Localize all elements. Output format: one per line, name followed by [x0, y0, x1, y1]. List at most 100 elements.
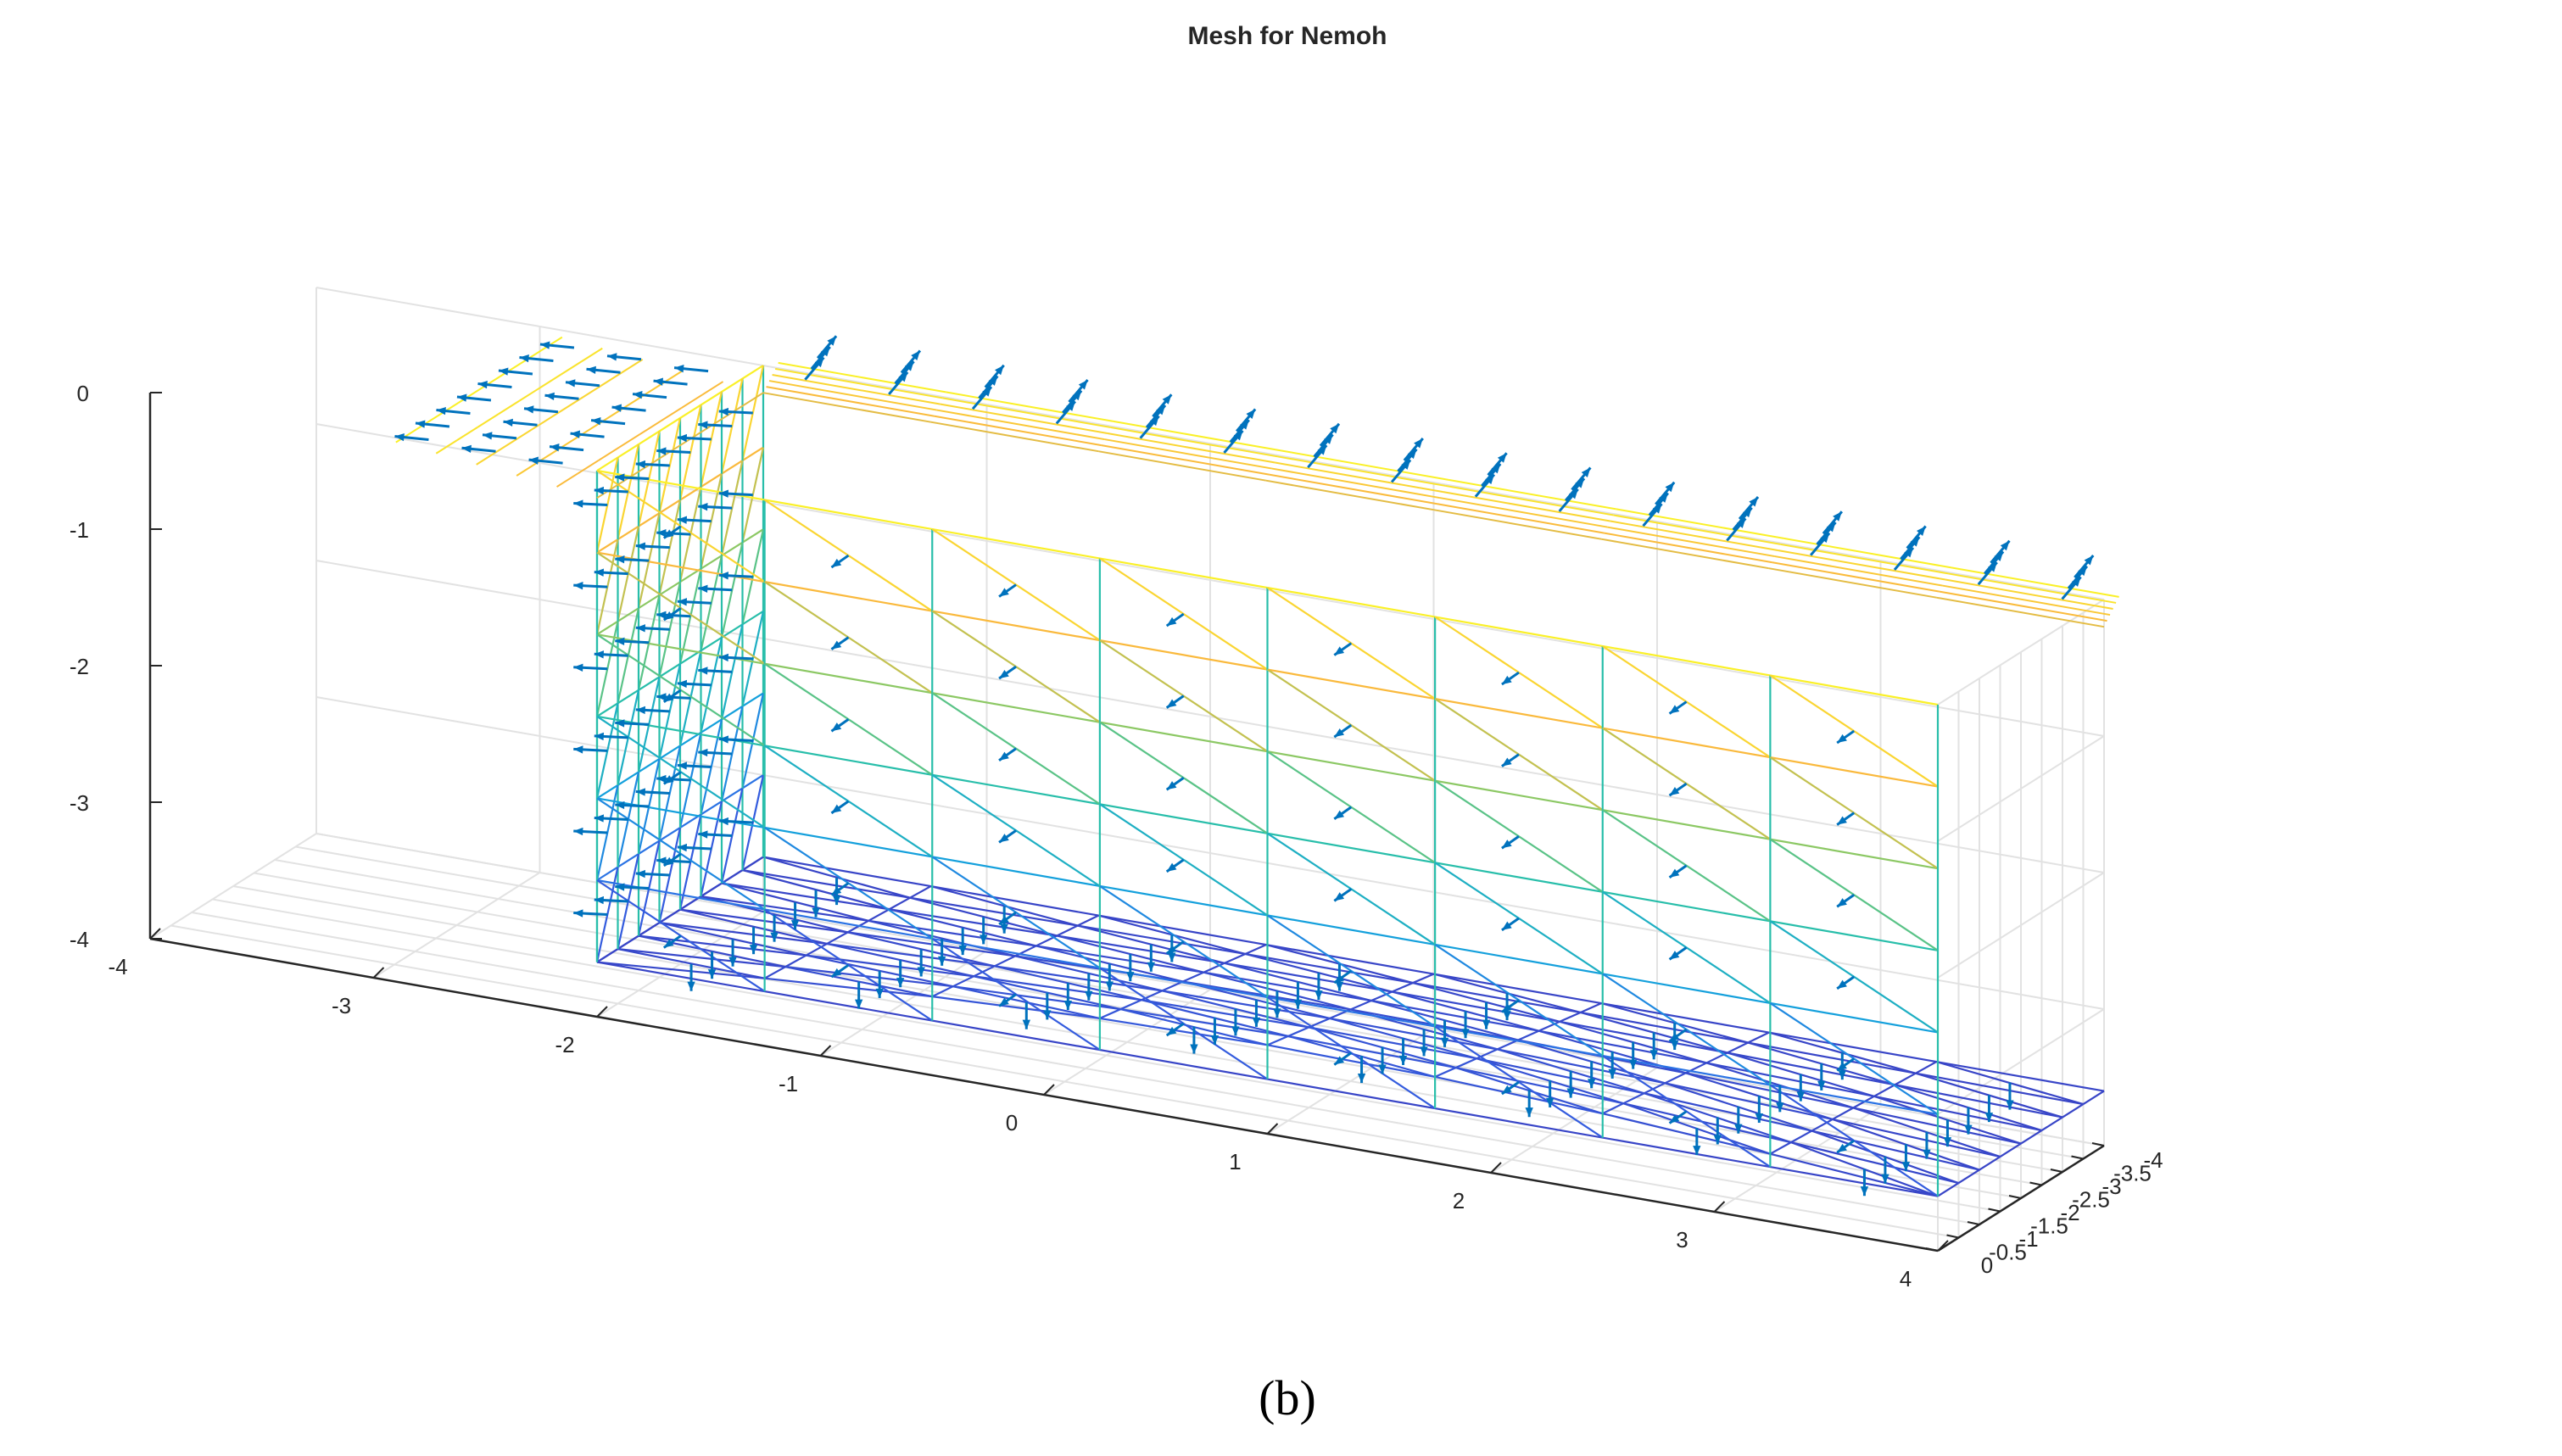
- bottom-panel-edge: [1979, 1156, 2001, 1171]
- bottom-panel-edge: [806, 943, 828, 957]
- lip-normal-head: [1072, 390, 1082, 401]
- bottom-panel-edge: [659, 922, 828, 946]
- lip-normal-head: [1916, 526, 1926, 536]
- lip-edge: [1945, 578, 2113, 610]
- wall-normal-head: [594, 650, 605, 659]
- bottom-panel-edge: [1287, 1026, 1309, 1037]
- bottom-panel-edge: [1580, 1011, 1749, 1044]
- lip-normal-head: [1491, 463, 1501, 474]
- wall-normal-head: [1166, 945, 1177, 954]
- lip-edge: [1774, 555, 1943, 587]
- lip-edge: [416, 415, 438, 430]
- lip-normal-head: [1485, 474, 1494, 485]
- bottom-normal-head: [1588, 1079, 1596, 1089]
- grid-line: [1937, 735, 2105, 842]
- bottom-normal-head: [1000, 923, 1008, 934]
- lip-edge: [518, 387, 541, 402]
- wall-normal-head: [999, 997, 1009, 1007]
- lip-normal-head: [544, 392, 555, 401]
- bottom-normal-head: [1817, 1080, 1826, 1091]
- lip-normal-head: [995, 365, 1004, 376]
- wall-normal-head: [663, 939, 674, 948]
- bottom-panel-edge: [1727, 1041, 1749, 1054]
- bottom-panel-edge: [2062, 1103, 2085, 1118]
- lip-normal-head: [2071, 577, 2081, 587]
- lip-edge: [539, 373, 561, 389]
- lip-normal-head: [1994, 551, 2004, 561]
- bottom-panel-diagonal: [659, 922, 807, 957]
- lip-edge: [1113, 420, 1281, 452]
- wall-normal-head: [1166, 1026, 1177, 1036]
- wall-normal-head: [1837, 816, 1847, 825]
- lip-edge: [1101, 444, 1270, 476]
- wall-normal-head: [1669, 786, 1680, 796]
- x-tick-mark: [1266, 1123, 1279, 1135]
- x-tick-mark: [819, 1045, 832, 1057]
- bottom-panel-edge: [1077, 914, 1099, 927]
- normal-vectors: [394, 335, 2095, 1197]
- wall-normal-head: [594, 895, 605, 905]
- bottom-panel-edge: [1936, 1061, 2105, 1092]
- tick-labels: -4-3-2-101234-4-3.5-3-2.5-2-1.5-1-0.500-…: [70, 381, 2163, 1291]
- wall-normal-head: [677, 843, 688, 852]
- wall-normal-head: [1501, 840, 1512, 849]
- lip-edge: [942, 397, 1111, 428]
- lip-normal-head: [483, 432, 493, 440]
- y-tick-mark: [1925, 1247, 1939, 1252]
- bottom-panel-edge: [1245, 952, 1414, 985]
- lip-normal-head: [1246, 409, 1256, 419]
- lip-edge: [1275, 461, 1443, 493]
- bottom-normal-head: [749, 945, 758, 955]
- bottom-panel-edge: [974, 975, 1142, 1001]
- wall-normal-head: [1501, 675, 1512, 685]
- lip-edge: [701, 381, 724, 396]
- wall-normal-head: [677, 598, 688, 606]
- bottom-panel-edge: [721, 882, 890, 911]
- z-tick-label: -3: [70, 790, 89, 816]
- wall-normal-head: [615, 637, 625, 645]
- y-tick-label: -4: [2143, 1147, 2163, 1173]
- wall-normal-head: [1334, 1056, 1345, 1065]
- lip-edge: [1613, 514, 1782, 545]
- wall-normal-head: [1334, 810, 1345, 819]
- bottom-panel-edge: [1497, 1039, 1519, 1051]
- lip-normal-head: [1401, 460, 1411, 470]
- lip-normal-head: [1233, 430, 1243, 441]
- lip-edge: [577, 460, 600, 475]
- bottom-panel-edge: [1538, 1029, 1707, 1064]
- bottom-panel-edge: [1559, 1011, 1582, 1023]
- lip-edge: [600, 371, 622, 387]
- bottom-normal-head: [1776, 1102, 1784, 1113]
- bottom-panel-edge: [1665, 1082, 1834, 1121]
- wall-normal-head: [698, 584, 708, 593]
- bottom-normal-head: [2006, 1100, 2014, 1110]
- grid-line: [1937, 599, 2105, 706]
- bottom-normal-head: [980, 934, 988, 945]
- bottom-panel-edge: [932, 996, 1101, 1020]
- lip-edge: [560, 360, 583, 376]
- lip-edge: [476, 450, 498, 466]
- lip-edge: [940, 403, 1108, 434]
- x-tick-mark: [1713, 1201, 1726, 1213]
- wall-normal-head: [718, 572, 729, 580]
- bottom-panel-edge: [1602, 1102, 1624, 1115]
- lip-edge: [1951, 566, 2119, 598]
- lip-normal-head: [1330, 423, 1339, 434]
- x-tick-label: 1: [1229, 1149, 1241, 1174]
- bottom-panel-edge: [1790, 1141, 1959, 1185]
- lip-edge: [741, 392, 764, 407]
- lip-edge: [1281, 449, 1449, 481]
- bottom-panel-edge: [1894, 1072, 1917, 1086]
- wall-normal-head: [1166, 616, 1177, 627]
- wall-normal-head: [615, 801, 625, 810]
- x-tick-mark: [596, 1006, 608, 1018]
- x-tick-mark: [1043, 1084, 1055, 1096]
- bottom-panel-edge: [1915, 1072, 2084, 1106]
- z-tick-label: -2: [70, 654, 89, 679]
- lip-normal-head: [1162, 394, 1172, 404]
- bottom-panel-edge: [806, 954, 974, 978]
- bottom-panel-edge: [1895, 1084, 2063, 1118]
- lip-normal-head: [591, 417, 601, 426]
- wall-normal-head: [1837, 734, 1847, 744]
- lip-edge: [1939, 590, 2107, 622]
